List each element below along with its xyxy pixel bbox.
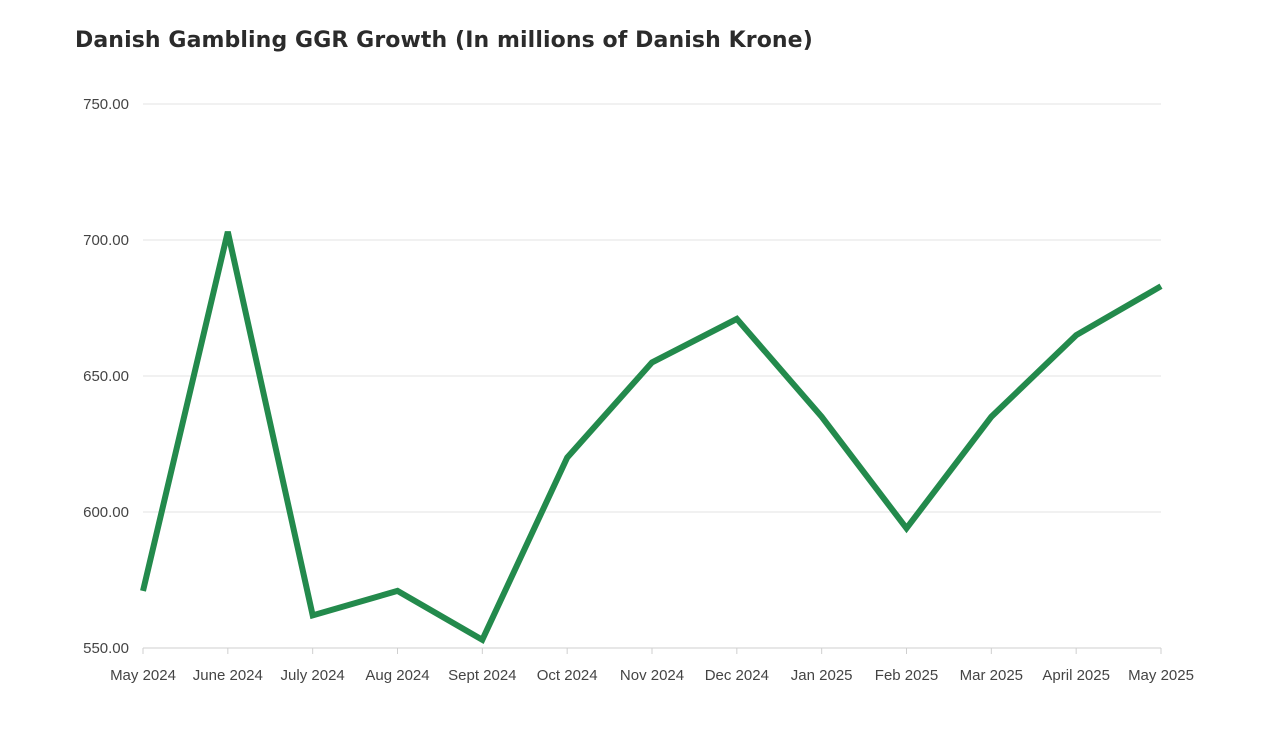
x-tick-label: Feb 2025: [875, 667, 938, 684]
series-lines: [143, 232, 1161, 640]
x-tick-label: July 2024: [281, 667, 345, 684]
line-chart: 550.00 600.00 650.00 700.00 750.00 May 2024 J…: [0, 0, 1280, 729]
x-tick-label: June 2024: [193, 667, 263, 684]
x-tick-label: May 2024: [110, 667, 176, 684]
y-tick-label: 600.00: [83, 504, 129, 521]
x-tick-label: Jan 2025: [791, 667, 853, 684]
x-tick-label: Oct 2024: [537, 667, 598, 684]
x-tick-label: April 2025: [1042, 667, 1110, 684]
x-tick-label: Sept 2024: [448, 667, 516, 684]
y-tick-label: 550.00: [83, 640, 129, 657]
x-tick-label: Nov 2024: [620, 667, 684, 684]
y-tick-label: 700.00: [83, 232, 129, 249]
series-line-0: [143, 232, 1161, 640]
x-tick-label: Mar 2025: [960, 667, 1023, 684]
y-tick-label: 650.00: [83, 368, 129, 385]
grid-lines: [143, 104, 1161, 648]
x-tick-label: Dec 2024: [705, 667, 769, 684]
x-axis-ticks: May 2024 June 2024 July 2024 Aug 2024 Sept 2…: [110, 648, 1194, 684]
x-tick-label: Aug 2024: [365, 667, 429, 684]
y-axis-ticks: 550.00 600.00 650.00 700.00 750.00: [83, 96, 129, 657]
x-tick-label: May 2025: [1128, 667, 1194, 684]
y-tick-label: 750.00: [83, 96, 129, 113]
